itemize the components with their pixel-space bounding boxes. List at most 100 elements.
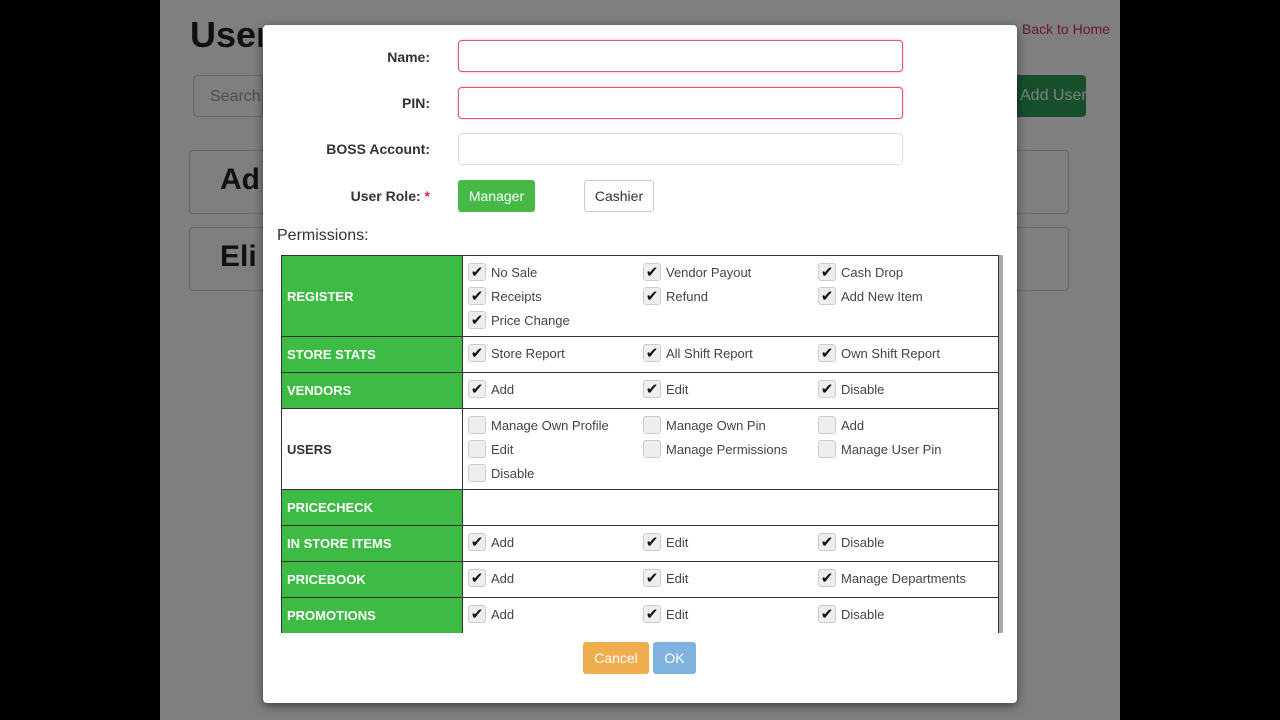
permission-item[interactable]: ✔ Own Shift Report bbox=[817, 341, 992, 365]
checkbox-checked-icon[interactable]: ✔ bbox=[818, 263, 836, 281]
checkbox-checked-icon[interactable]: ✔ bbox=[818, 569, 836, 587]
checkbox-unchecked-icon[interactable] bbox=[468, 440, 486, 458]
permission-item[interactable]: ✔ Disable bbox=[817, 377, 992, 401]
checkbox-checked-icon[interactable]: ✔ bbox=[818, 533, 836, 551]
checkbox-checked-icon[interactable]: ✔ bbox=[468, 605, 486, 623]
checkbox-checked-icon[interactable]: ✔ bbox=[818, 344, 836, 362]
checkbox-checked-icon[interactable]: ✔ bbox=[468, 569, 486, 587]
checkbox-checked-icon[interactable]: ✔ bbox=[468, 380, 486, 398]
permission-item[interactable]: ✔ Receipts bbox=[467, 284, 642, 308]
permission-label: Refund bbox=[666, 288, 708, 304]
checkbox-checked-icon[interactable]: ✔ bbox=[818, 605, 836, 623]
permission-item[interactable]: ✔ Price Change bbox=[467, 308, 642, 332]
permission-item[interactable]: ✔ Edit bbox=[642, 530, 817, 554]
name-input[interactable] bbox=[458, 40, 903, 72]
permission-items: ✔ No Sale ✔ Vendor Payout ✔ Cash Drop ✔ Receipt… bbox=[462, 255, 999, 337]
permission-item[interactable]: ✔ Add New Item bbox=[817, 284, 992, 308]
permission-item[interactable]: ✔ Manage Departments bbox=[817, 566, 992, 590]
checkbox-unchecked-icon[interactable] bbox=[818, 416, 836, 434]
permission-label: Edit bbox=[666, 606, 689, 622]
permission-category: USERS bbox=[281, 408, 463, 490]
user-role-label: User Role: * bbox=[351, 188, 430, 204]
checkbox-checked-icon[interactable]: ✔ bbox=[643, 569, 661, 587]
permission-row: PRICECHECK bbox=[281, 489, 999, 526]
checkbox-checked-icon[interactable]: ✔ bbox=[643, 533, 661, 551]
permission-item[interactable]: Manage User Pin bbox=[817, 437, 992, 461]
permission-category: PRICEBOOK bbox=[281, 561, 463, 598]
permission-items: Manage Own Profile Manage Own Pin Add Edit M… bbox=[462, 408, 999, 490]
cashier-role-button[interactable]: Cashier bbox=[584, 180, 654, 212]
permission-item[interactable]: ✔ Add bbox=[467, 530, 642, 554]
permission-label: Disable bbox=[841, 606, 885, 622]
permission-items: ✔ Add ✔ Edit ✔ Disable bbox=[462, 597, 999, 633]
permission-item[interactable]: ✔ No Sale bbox=[467, 260, 642, 284]
permission-label: Edit bbox=[666, 570, 689, 586]
permission-label: Disable bbox=[841, 534, 885, 550]
checkbox-checked-icon[interactable]: ✔ bbox=[468, 344, 486, 362]
user-role-text: User Role: bbox=[350, 188, 421, 204]
permission-grid: ✔ Add ✔ Edit ✔ Manage Departments bbox=[467, 566, 994, 590]
permission-item[interactable]: ✔ Cash Drop bbox=[817, 260, 992, 284]
permission-label: Vendor Payout bbox=[666, 264, 752, 280]
name-label: Name: bbox=[387, 49, 430, 65]
permission-label: Manage Departments bbox=[841, 570, 967, 586]
permission-label: Price Change bbox=[491, 312, 570, 328]
permission-item[interactable]: ✔ Edit bbox=[642, 566, 817, 590]
ok-button[interactable]: OK bbox=[653, 642, 696, 674]
permission-items bbox=[462, 489, 999, 526]
permission-item[interactable]: ✔ Vendor Payout bbox=[642, 260, 817, 284]
permission-item[interactable]: Add bbox=[817, 413, 992, 437]
permissions-table: REGISTER ✔ No Sale ✔ Vendor Payout ✔ Cash Drop… bbox=[281, 255, 999, 633]
checkbox-checked-icon[interactable]: ✔ bbox=[468, 287, 486, 305]
boss-account-label: BOSS Account: bbox=[326, 141, 430, 157]
checkbox-checked-icon[interactable]: ✔ bbox=[818, 287, 836, 305]
checkbox-checked-icon[interactable]: ✔ bbox=[468, 533, 486, 551]
checkbox-checked-icon[interactable]: ✔ bbox=[643, 263, 661, 281]
checkbox-unchecked-icon[interactable] bbox=[468, 464, 486, 482]
checkbox-checked-icon[interactable]: ✔ bbox=[643, 344, 661, 362]
boss-account-input[interactable] bbox=[458, 133, 903, 165]
permission-items: ✔ Store Report ✔ All Shift Report ✔ Own Shift… bbox=[462, 336, 999, 373]
permission-item[interactable]: ✔ Edit bbox=[642, 602, 817, 626]
permission-label: Edit bbox=[666, 381, 689, 397]
required-mark: * bbox=[424, 188, 430, 204]
permission-item[interactable]: Manage Permissions bbox=[642, 437, 817, 461]
permission-item[interactable]: ✔ Add bbox=[467, 566, 642, 590]
permission-item[interactable]: ✔ Store Report bbox=[467, 341, 642, 365]
permission-items: ✔ Add ✔ Edit ✔ Manage Departments bbox=[462, 561, 999, 598]
permission-item[interactable]: ✔ Edit bbox=[642, 377, 817, 401]
permission-category: PROMOTIONS bbox=[281, 597, 463, 633]
checkbox-unchecked-icon[interactable] bbox=[643, 440, 661, 458]
checkbox-checked-icon[interactable]: ✔ bbox=[468, 263, 486, 281]
permission-item[interactable]: ✔ Add bbox=[467, 377, 642, 401]
checkbox-checked-icon[interactable]: ✔ bbox=[643, 605, 661, 623]
permissions-table-scroll[interactable]: REGISTER ✔ No Sale ✔ Vendor Payout ✔ Cash Drop… bbox=[281, 255, 1003, 633]
permission-item[interactable]: Disable bbox=[467, 461, 642, 485]
pin-input[interactable] bbox=[458, 87, 903, 119]
checkbox-unchecked-icon[interactable] bbox=[643, 416, 661, 434]
permission-item[interactable]: ✔ All Shift Report bbox=[642, 341, 817, 365]
permission-label: All Shift Report bbox=[666, 345, 753, 361]
permission-item[interactable]: ✔ Refund bbox=[642, 284, 817, 308]
permission-label: Add bbox=[491, 534, 515, 550]
permission-category: STORE STATS bbox=[281, 336, 463, 373]
permission-grid: ✔ Add ✔ Edit ✔ Disable bbox=[467, 530, 994, 554]
permission-item[interactable]: ✔ Disable bbox=[817, 530, 992, 554]
permission-grid: ✔ No Sale ✔ Vendor Payout ✔ Cash Drop ✔ Receipt… bbox=[467, 260, 994, 332]
checkbox-checked-icon[interactable]: ✔ bbox=[818, 380, 836, 398]
checkbox-checked-icon[interactable]: ✔ bbox=[643, 287, 661, 305]
checkbox-unchecked-icon[interactable] bbox=[468, 416, 486, 434]
permission-item[interactable]: Manage Own Profile bbox=[467, 413, 642, 437]
permission-item[interactable]: ✔ Disable bbox=[817, 602, 992, 626]
permission-label: Manage User Pin bbox=[841, 441, 942, 457]
permission-label: Add bbox=[491, 606, 515, 622]
cancel-button[interactable]: Cancel bbox=[583, 642, 649, 674]
permission-item[interactable]: ✔ Add bbox=[467, 602, 642, 626]
manager-role-button[interactable]: Manager bbox=[458, 180, 535, 212]
permission-item[interactable]: Manage Own Pin bbox=[642, 413, 817, 437]
permission-items: ✔ Add ✔ Edit ✔ Disable bbox=[462, 525, 999, 562]
permission-item[interactable]: Edit bbox=[467, 437, 642, 461]
checkbox-unchecked-icon[interactable] bbox=[818, 440, 836, 458]
checkbox-checked-icon[interactable]: ✔ bbox=[468, 311, 486, 329]
checkbox-checked-icon[interactable]: ✔ bbox=[643, 380, 661, 398]
